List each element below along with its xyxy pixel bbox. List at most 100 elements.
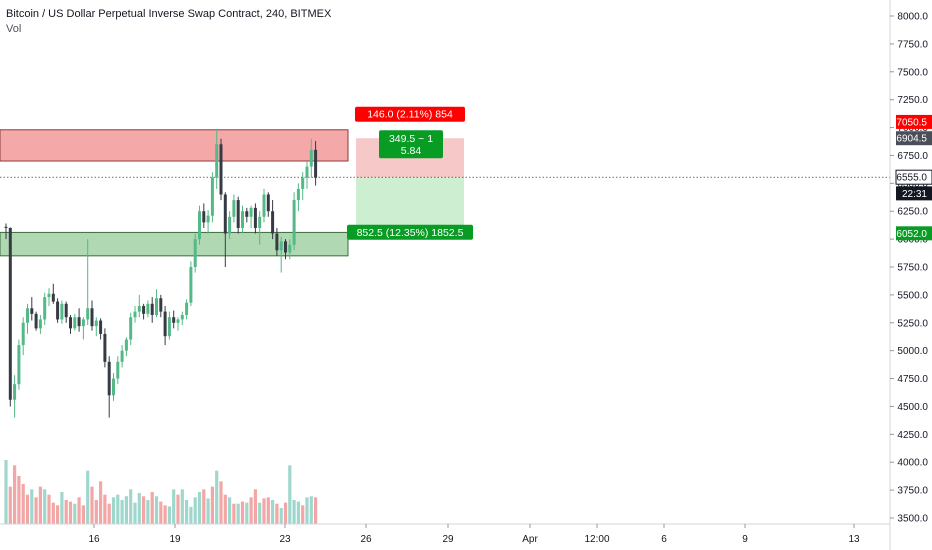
volume-bar (111, 497, 116, 524)
volume-bar (38, 486, 42, 524)
volume-bar (81, 505, 85, 524)
volume-bar (43, 489, 47, 524)
candle-body (258, 216, 262, 228)
price-tag-text: 6052.0 (896, 229, 927, 240)
target-area (356, 177, 464, 234)
volume-bar (245, 502, 249, 524)
candle-body (112, 378, 115, 396)
volume-bar (56, 505, 60, 524)
candle-body (296, 188, 300, 201)
price-tags: 7050.5 6904.5 6555.0 22:31 6052.0 (895, 114, 932, 241)
candle-body (90, 308, 94, 327)
candle-body (17, 345, 21, 385)
volume-bars (4, 460, 318, 524)
candle-body (262, 194, 266, 217)
volume-bar (163, 505, 167, 524)
volume-bar (159, 501, 163, 524)
volume-bar (73, 503, 77, 524)
volume-bar (99, 481, 103, 524)
price-tag-bg (896, 114, 932, 129)
volume-bar (30, 489, 34, 524)
candle-body (309, 149, 313, 167)
risk-reward-label-bg (379, 130, 443, 159)
candle-body (210, 177, 214, 216)
candle-body (301, 177, 305, 189)
candle-body (245, 211, 249, 217)
stop-label-bg (355, 106, 465, 122)
exchange: BITMEX (290, 8, 332, 20)
candle-body (215, 144, 219, 178)
volume-bar (150, 492, 154, 524)
y-tick-label: 3500.0 (897, 514, 928, 525)
volume-bar (90, 486, 94, 524)
candle-body (137, 306, 141, 312)
volume-bar (107, 503, 111, 524)
volume-bar (176, 494, 180, 524)
volume-bar (185, 500, 189, 524)
volume-bar (197, 492, 202, 524)
volume-bar (129, 489, 133, 524)
y-tick-label: 5750.0 (897, 263, 928, 274)
candle-body (64, 303, 68, 318)
candle-body (124, 339, 128, 351)
volume-bar (292, 500, 296, 524)
volume-bar (142, 496, 146, 524)
price-tag: 7050.5 (896, 114, 932, 129)
symbol-title[interactable]: Bitcoin / US Dollar Perpetual Inverse Sw… (6, 8, 332, 20)
volume-bar (253, 489, 257, 524)
volume-bar (120, 500, 124, 524)
volume-bar (271, 500, 275, 524)
candle-body (120, 350, 124, 362)
candle-body (236, 200, 240, 228)
candles (4, 129, 318, 418)
candle-body (142, 306, 146, 314)
candle-body (103, 333, 107, 362)
volume-bar (94, 500, 98, 524)
y-tick-label: 3750.0 (897, 486, 928, 497)
volume-bar (314, 497, 318, 524)
candle-body (94, 320, 98, 327)
candle-body (81, 319, 85, 327)
candle-body (8, 227, 12, 400)
candle-body (77, 317, 81, 327)
volume-bar (86, 470, 90, 524)
candle-body (107, 361, 111, 396)
candle-body (249, 207, 253, 217)
candle-body (219, 144, 223, 195)
risk-reward-label-text-2: 5.84 (401, 145, 422, 157)
y-tick-label: 4500.0 (897, 402, 928, 413)
indicator-label[interactable]: Vol (6, 23, 22, 35)
candle-body (4, 226, 8, 228)
candle-body (275, 233, 279, 251)
price-tag-bg (895, 169, 932, 185)
volume-bar (202, 489, 206, 524)
volume-bar (68, 501, 73, 524)
position-tool[interactable]: 146.0 (2.11%) 854 852.5 (12.35%) 1852.5 34… (0, 106, 890, 240)
candle-body (193, 239, 197, 267)
volume-bar (103, 494, 107, 524)
candle-body (167, 317, 171, 337)
price-tag-text: 6555.0 (896, 173, 927, 184)
volume-bar (219, 481, 223, 524)
candle-body (266, 194, 270, 212)
candle-body (314, 149, 318, 178)
price-tag: 6904.5 (896, 131, 932, 146)
volume-bar (13, 465, 17, 524)
candle-body (26, 308, 29, 323)
candle-body (292, 200, 296, 245)
y-tick-label: 6250.0 (897, 207, 928, 218)
y-tick-label: 5000.0 (897, 346, 928, 357)
volume-bar (60, 492, 64, 524)
x-tick-label: 13 (848, 534, 860, 545)
volume-bar (309, 496, 313, 524)
volume-bar (154, 496, 159, 524)
volume-bar (21, 484, 25, 524)
volume-bar (262, 498, 266, 524)
candle-body (305, 166, 309, 178)
stop-label-text: 146.0 (2.11%) 854 (367, 109, 453, 121)
resistance-zone (0, 129, 349, 162)
volume-bar (249, 497, 253, 524)
y-tick-label: 7500.0 (897, 67, 928, 78)
x-tick-label: Apr (522, 534, 538, 545)
